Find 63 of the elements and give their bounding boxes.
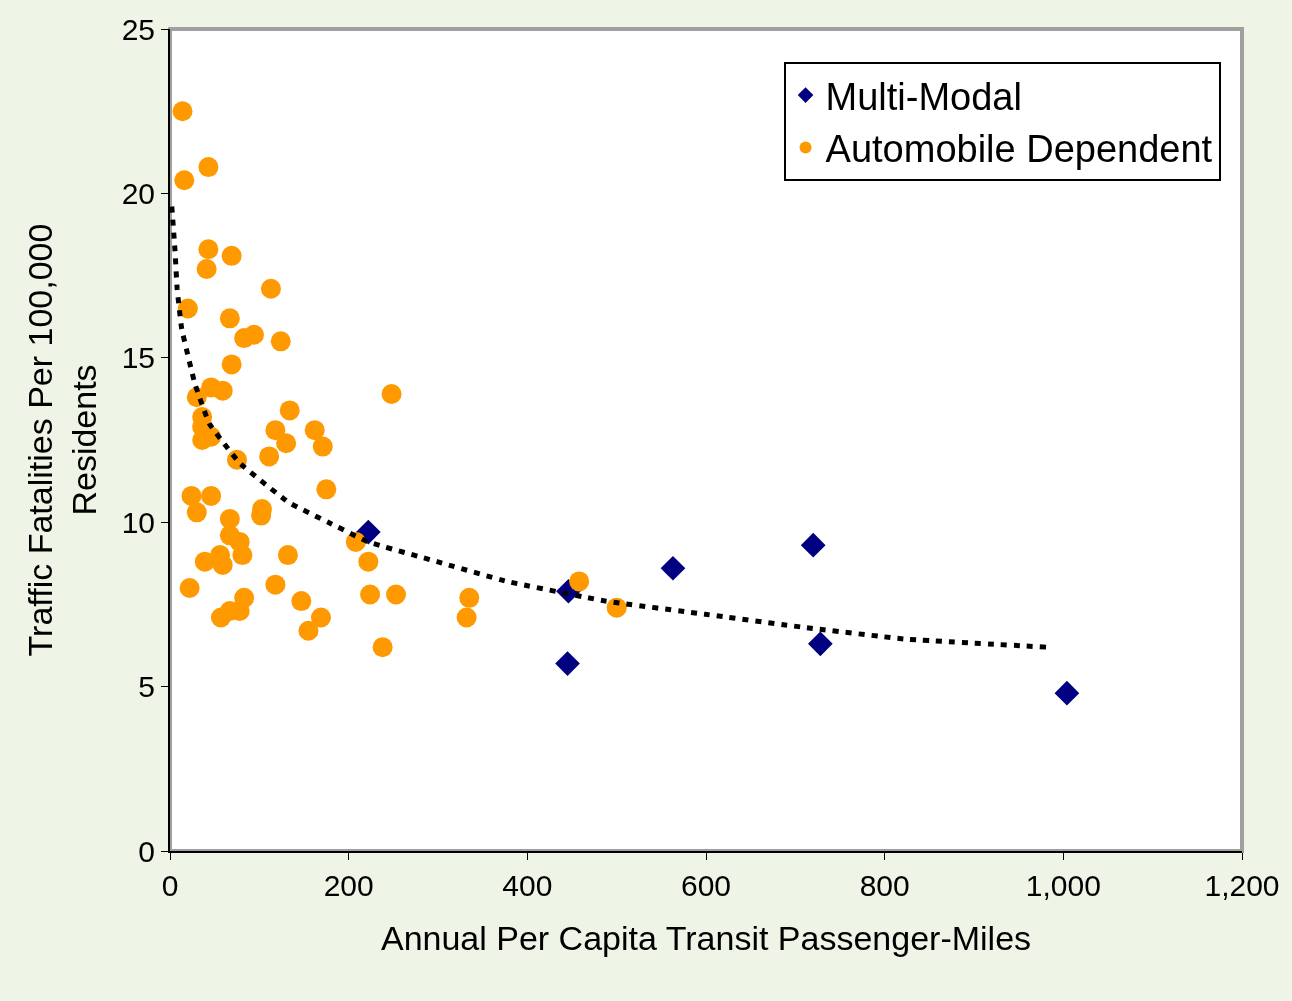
point	[310, 607, 331, 628]
point	[800, 532, 826, 558]
point	[172, 101, 193, 122]
point	[291, 591, 312, 612]
y-tick-label: 25	[121, 12, 155, 46]
point	[456, 607, 477, 628]
point	[174, 170, 195, 191]
point	[358, 551, 379, 572]
point	[243, 324, 264, 345]
point	[198, 157, 219, 178]
point	[312, 436, 333, 457]
y-tick-label: 5	[138, 670, 155, 704]
point	[201, 485, 222, 506]
point	[265, 420, 286, 441]
point	[177, 298, 198, 319]
point	[232, 545, 253, 566]
point	[260, 278, 281, 299]
point	[259, 446, 280, 467]
point	[459, 587, 480, 608]
point	[181, 485, 202, 506]
point	[221, 354, 242, 375]
point	[304, 420, 325, 441]
point	[298, 620, 319, 641]
y-tick-label: 20	[121, 176, 155, 210]
x-axis-title: Annual Per Capita Transit Passenger-Miles	[380, 918, 1032, 957]
point	[221, 245, 242, 266]
legend-label: Automobile Dependent	[825, 128, 1213, 171]
point	[808, 631, 833, 657]
x-tick-label: 1,000	[1025, 869, 1101, 902]
x-tick-label: 600	[680, 869, 732, 902]
point	[212, 554, 233, 575]
x-tick-label: 1,200	[1204, 869, 1280, 902]
point	[192, 430, 213, 450]
point	[360, 584, 381, 605]
point	[569, 571, 590, 592]
x-tick-label: 0	[161, 869, 179, 902]
legend-label: Multi-Modal	[825, 75, 1022, 118]
y-tick-label: 0	[138, 834, 155, 868]
point	[212, 380, 233, 401]
point	[372, 637, 393, 658]
point	[277, 545, 298, 566]
y-axis-title: Traffic Fatalities Per 100,000 Residents	[20, 223, 103, 657]
point	[219, 508, 240, 529]
x-tick-label: 200	[323, 869, 374, 902]
point	[186, 502, 207, 523]
point	[555, 651, 580, 676]
x-tick-label: 400	[502, 869, 553, 902]
point	[265, 574, 286, 595]
point	[279, 400, 300, 421]
y-tick-label: 15	[121, 341, 155, 375]
point	[1054, 680, 1080, 706]
y-tick-label: 10	[121, 505, 155, 539]
x-tick-label: 800	[859, 869, 910, 902]
point	[196, 259, 217, 280]
point	[219, 308, 240, 329]
point	[386, 584, 407, 605]
point	[179, 577, 200, 598]
point	[198, 239, 219, 260]
point	[660, 555, 686, 581]
point	[316, 479, 337, 500]
point	[270, 331, 291, 352]
point	[381, 383, 402, 404]
point	[276, 433, 297, 454]
